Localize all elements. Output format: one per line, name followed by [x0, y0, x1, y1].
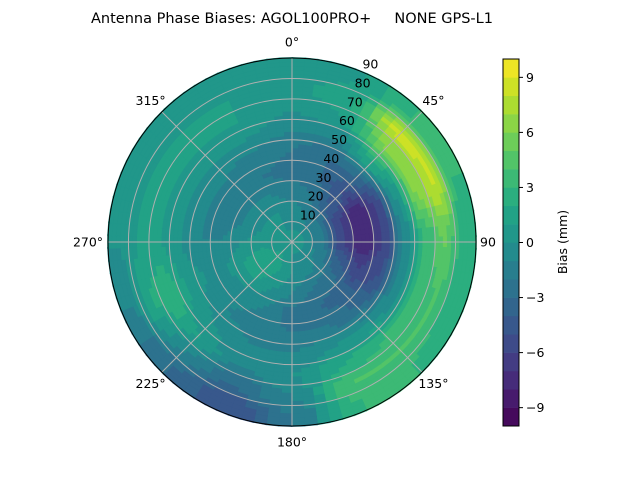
radial-tick-label: 40: [323, 151, 339, 166]
colorbar-band: [503, 352, 519, 372]
colorbar-band: [503, 77, 519, 96]
polar-grid: [108, 58, 476, 426]
colorbar-band: [503, 315, 519, 335]
colorbar-band: [503, 59, 519, 78]
radial-tick-label: 20: [308, 189, 324, 204]
colorbar-band: [503, 205, 519, 225]
angular-tick-label: 180°: [277, 435, 307, 450]
radial-tick-label: 50: [331, 132, 347, 147]
radial-tick-labels: 10 20 30 40 50 60 70 80 90: [300, 57, 379, 223]
colorbar-band: [503, 370, 519, 390]
colorbar-band: [503, 389, 519, 408]
angular-tick-labels: 0° 45° 90 135° 180° 225° 270° 315°: [73, 35, 496, 450]
radial-tick-label: 90: [362, 57, 378, 72]
angular-tick-label: 315°: [136, 93, 166, 108]
angular-gridline: [291, 241, 423, 373]
radial-tick-label: 70: [347, 94, 363, 109]
angular-tick-label: 45°: [422, 93, 444, 108]
colorbar-band: [503, 150, 519, 170]
colorbar-band: [503, 297, 519, 317]
angular-gridline: [161, 241, 293, 373]
colorbar-tick-label: −3: [526, 290, 544, 305]
colorbar-label: Bias (mm): [555, 210, 570, 274]
angular-tick-label: 0°: [285, 35, 299, 50]
colorbar-band: [503, 187, 519, 207]
colorbar-band: [503, 279, 519, 298]
angular-gridline: [161, 111, 293, 243]
angular-gridline: [291, 111, 423, 243]
colorbar-band: [503, 407, 519, 427]
colorbar-band: [503, 114, 519, 133]
colorbar-band: [503, 95, 519, 115]
radial-tick-label: 30: [316, 170, 332, 185]
colorbar-band: [503, 242, 519, 262]
colorbar-band: [503, 169, 519, 188]
radial-tick-label: 80: [355, 75, 371, 90]
colorbar-tick-label: 0: [526, 235, 534, 250]
colorbar-tick-label: −6: [526, 345, 544, 360]
radial-tick-label: 10: [300, 208, 316, 223]
colorbar-band: [503, 334, 519, 353]
colorbar-band: [503, 224, 519, 243]
colorbar-tick-label: 9: [526, 70, 534, 85]
angular-tick-label: 225°: [136, 376, 166, 391]
angular-tick-label: 135°: [418, 376, 448, 391]
colorbar-band: [503, 260, 519, 280]
angular-tick-label: 270°: [73, 235, 103, 250]
polar-frame: [107, 57, 477, 427]
radial-tick-label: 60: [339, 113, 355, 128]
colorbar-tick-label: 3: [526, 180, 534, 195]
contour-field: [107, 57, 477, 427]
colorbar-tick-label: 6: [526, 125, 534, 140]
chart-title: Antenna Phase Biases: AGOL100PRO+ NONE G…: [91, 11, 493, 27]
angular-tick-label: 90: [480, 235, 496, 250]
colorbar-band: [503, 132, 519, 152]
colorbar: −9 −6 −3 0 3 6 9: [502, 58, 544, 427]
colorbar-tick-label: −9: [526, 400, 544, 415]
